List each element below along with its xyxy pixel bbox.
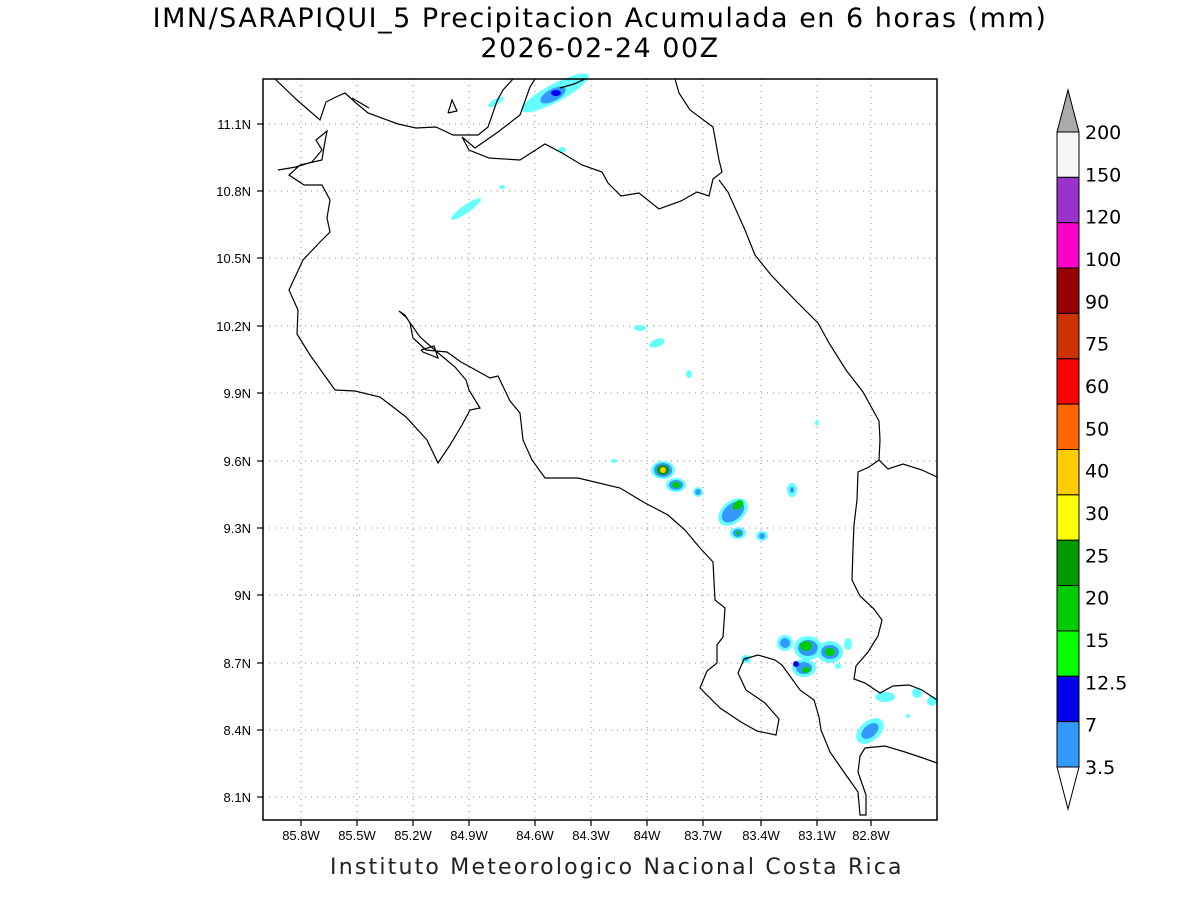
colorbar-swatch xyxy=(1056,494,1080,541)
colorbar-level-label: 12.5 xyxy=(1085,672,1127,694)
colorbar-swatch xyxy=(1056,222,1080,269)
colorbar-level-label: 25 xyxy=(1085,545,1109,567)
coastlines xyxy=(274,78,938,816)
lat-tick-label: 9N xyxy=(234,588,251,603)
colorbar-swatch xyxy=(1056,267,1080,314)
lat-tick-label: 11.1N xyxy=(217,117,251,132)
lon-tick-label: 84.9W xyxy=(450,828,488,843)
lon-tick-label: 85.2W xyxy=(394,828,432,843)
colorbar: 200 150 120 100 90 75 60 50 40 30 25 20 15 12.5 7 3.5 xyxy=(1056,88,1127,811)
lat-tick-label: 9.9N xyxy=(224,386,251,401)
colorbar-level-label: 90 xyxy=(1085,291,1109,313)
lat-tick-label: 10.8N xyxy=(216,184,251,199)
precipitation-areas xyxy=(451,73,937,744)
colorbar-swatch xyxy=(1056,630,1080,677)
colorbar-level-label: 20 xyxy=(1085,588,1109,610)
lon-tick-label: 82.8W xyxy=(852,828,890,843)
map-title: IMN/SARAPIQUI_5 Precipitacion Acumulada … xyxy=(152,3,1048,34)
colorbar-level-label: 40 xyxy=(1085,461,1109,483)
colorbar-level-label: 100 xyxy=(1085,249,1121,271)
colorbar-level-label: 50 xyxy=(1085,418,1109,440)
colorbar-level-label: 30 xyxy=(1085,503,1109,525)
lon-tick-label: 84.3W xyxy=(572,828,610,843)
colorbar-swatch xyxy=(1056,721,1080,768)
lon-tick-label: 83.1W xyxy=(798,828,836,843)
lon-tick-label: 85.8W xyxy=(282,828,320,843)
colorbar-level-label: 60 xyxy=(1085,376,1109,398)
colorbar-swatch xyxy=(1056,539,1080,587)
colorbar-level-label: 150 xyxy=(1085,164,1121,186)
colorbar-level-label: 120 xyxy=(1085,207,1121,229)
lat-tick-label: 8.1N xyxy=(224,790,251,805)
colorbar-level-label: 75 xyxy=(1085,334,1109,356)
colorbar-swatch xyxy=(1056,449,1080,496)
footer-credit: Instituto Meteorologico Nacional Costa R… xyxy=(330,855,904,880)
lon-tick-label: 85.5W xyxy=(338,828,376,843)
lon-labels: 85.8W 85.5W 85.2W 84.9W 84.6W 84.3W 84W … xyxy=(282,828,890,843)
map-grid xyxy=(263,79,937,820)
colorbar-swatch xyxy=(1056,403,1080,450)
colorbar-level-label: 200 xyxy=(1085,122,1121,144)
colorbar-level-label: 3.5 xyxy=(1085,757,1115,779)
colorbar-swatch xyxy=(1056,585,1080,632)
map-datetime: 2026-02-24 00Z xyxy=(480,33,720,64)
colorbar-swatch xyxy=(1056,675,1080,723)
lat-tick-label: 8.7N xyxy=(224,656,251,671)
map-frame xyxy=(262,78,938,821)
lon-tick-label: 83.7W xyxy=(684,828,722,843)
colorbar-bottom-arrow xyxy=(1056,766,1080,811)
lat-labels: 11.1N 10.8N 10.5N 10.2N 9.9N 9.6N 9.3N 9… xyxy=(216,117,251,805)
colorbar-swatch xyxy=(1056,312,1080,360)
colorbar-swatch xyxy=(1056,131,1080,178)
lat-tick-label: 9.3N xyxy=(224,521,251,536)
lon-tick-label: 83.4W xyxy=(742,828,780,843)
colorbar-swatch xyxy=(1056,358,1080,405)
lon-tick-label: 84.6W xyxy=(516,828,554,843)
lat-tick-label: 8.4N xyxy=(224,723,251,738)
lat-tick-label: 10.2N xyxy=(216,319,251,334)
colorbar-level-label: 15 xyxy=(1085,630,1109,652)
lat-tick-label: 9.6N xyxy=(224,454,251,469)
colorbar-top-arrow xyxy=(1056,88,1080,133)
lon-tick-label: 84W xyxy=(634,828,661,843)
colorbar-level-label: 7 xyxy=(1085,715,1097,737)
colorbar-swatch xyxy=(1056,176,1080,224)
lat-tick-label: 10.5N xyxy=(216,251,251,266)
